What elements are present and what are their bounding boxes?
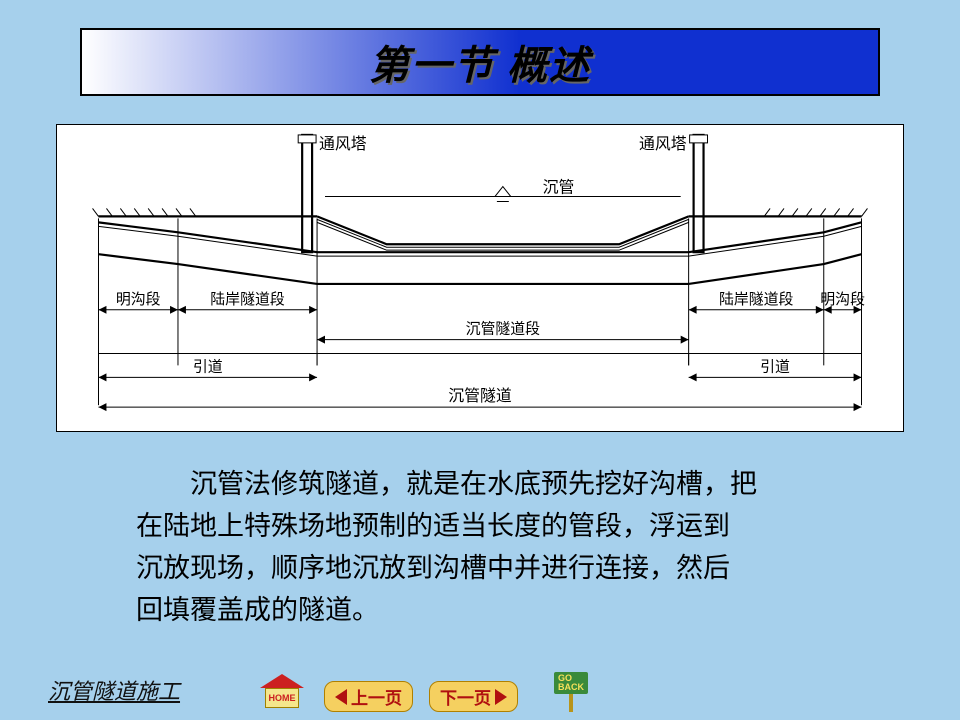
goback-icon: GOBACK <box>554 672 588 694</box>
svg-text:明沟段: 明沟段 <box>116 291 161 308</box>
title-bar: 第一节 概述 <box>80 28 880 96</box>
goback-button[interactable]: GOBACK <box>554 672 588 712</box>
svg-text:引道: 引道 <box>760 358 790 375</box>
desc-line1: 沉管法修筑隧道，就是在水底预先挖好沟槽，把 <box>136 464 836 506</box>
prev-button[interactable]: 上一页 <box>324 681 413 712</box>
svg-text:明沟段: 明沟段 <box>820 291 865 308</box>
slide-page: 第一节 概述 通风塔 通风塔沉管明沟段 陆岸隧道段沉管隧道段 陆岸隧道段 明沟段引道 引道… <box>0 0 960 720</box>
footer-topic-label: 沉管隧道施工 <box>48 674 180 706</box>
svg-text:沉管隧道: 沉管隧道 <box>448 387 512 405</box>
home-icon-roof <box>260 674 304 688</box>
desc-line3: 沉放现场，顺序地沉放到沟槽中并进行连接，然后 <box>136 548 836 590</box>
svg-text:陆岸隧道段: 陆岸隧道段 <box>210 291 285 308</box>
desc-line4: 回填覆盖成的隧道。 <box>136 590 836 632</box>
svg-text:通风塔: 通风塔 <box>639 135 687 153</box>
desc-line2: 在陆地上特殊场地预制的适当长度的管段，浮运到 <box>136 506 836 548</box>
svg-text:沉管隧道段: 沉管隧道段 <box>466 321 541 338</box>
svg-text:陆岸隧道段: 陆岸隧道段 <box>719 291 794 308</box>
diagram-svg: 通风塔 通风塔沉管明沟段 陆岸隧道段沉管隧道段 陆岸隧道段 明沟段引道 引道沉管隧道 <box>57 125 903 431</box>
home-icon-label: HOME <box>265 688 299 708</box>
tunnel-diagram: 通风塔 通风塔沉管明沟段 陆岸隧道段沉管隧道段 陆岸隧道段 明沟段引道 引道沉管隧道 <box>56 124 904 432</box>
arrow-left-icon <box>335 689 347 705</box>
slide-title: 第一节 概述 <box>369 33 591 91</box>
nav-bar: HOME 上一页 下一页 GOBACK <box>256 670 588 712</box>
svg-text:引道: 引道 <box>193 358 223 375</box>
next-button[interactable]: 下一页 <box>429 681 518 712</box>
prev-label: 上一页 <box>351 684 402 709</box>
next-label: 下一页 <box>440 684 491 709</box>
description-paragraph: 沉管法修筑隧道，就是在水底预先挖好沟槽，把 在陆地上特殊场地预制的适当长度的管段… <box>136 464 836 631</box>
svg-text:沉管: 沉管 <box>543 179 575 197</box>
home-button[interactable]: HOME <box>256 670 308 712</box>
arrow-right-icon <box>495 689 507 705</box>
goback-post-icon <box>569 694 573 712</box>
svg-text:通风塔: 通风塔 <box>319 135 367 153</box>
